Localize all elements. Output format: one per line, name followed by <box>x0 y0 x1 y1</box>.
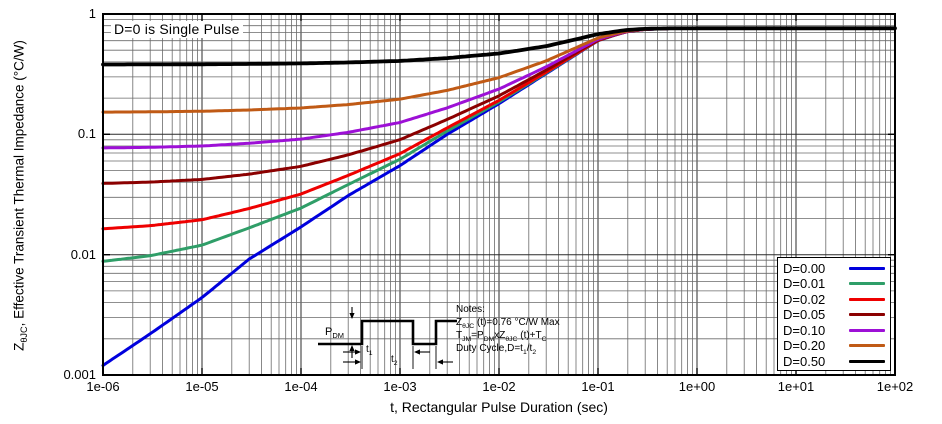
x-tick-label: 1e-02 <box>482 379 516 394</box>
legend-entry-label: D=0.00 <box>783 260 826 276</box>
legend-entry: D=0.20 <box>783 338 885 353</box>
x-tick-label: 1e-01 <box>581 379 615 394</box>
y-axis-title: ZθJC, Effective Transient Thermal Impeda… <box>11 40 30 351</box>
legend-entry-label: D=0.50 <box>783 353 826 369</box>
legend-line-swatch <box>849 313 885 316</box>
legend-entry-label: D=0.01 <box>783 276 826 291</box>
x-tick-label: 1e+02 <box>876 379 914 394</box>
notes-line: ZθJC (t)=0.76 °C/W Max <box>456 317 560 330</box>
x-tick-label: 1e-04 <box>284 379 318 394</box>
legend-box: D=0.00 D=0.01 D=0.02 D=0.05 D=0.10 D=0.20 D=0.… <box>777 257 891 371</box>
y-tick-label: 1 <box>88 6 96 21</box>
legend-line-swatch <box>849 359 885 363</box>
x-tick-label: 1e-03 <box>383 379 417 394</box>
legend-entry: D=0.10 <box>783 322 885 338</box>
legend-entry-label: D=0.20 <box>783 338 826 353</box>
legend-entry: D=0.50 <box>783 353 885 369</box>
legend-entry: D=0.01 <box>783 276 885 291</box>
notes-line: Duty Cycle,D=t1/t2 <box>456 343 537 356</box>
notes-line: TJM=PDMxZθJC (t)+TC <box>456 330 547 343</box>
x-tick-label: 1e+00 <box>678 379 716 394</box>
y-tick-label: 0.01 <box>70 246 96 262</box>
legend-line-swatch <box>849 297 885 301</box>
legend-entry-label: D=0.05 <box>783 307 826 322</box>
x-tick-label: 1e-05 <box>185 379 219 394</box>
legend-line-swatch <box>849 282 885 285</box>
y-tick-label: 0.001 <box>63 367 96 382</box>
legend-line-swatch <box>849 328 885 332</box>
y-tick-label: 0.1 <box>77 126 96 142</box>
notes-block: Notes: ZθJC (t)=0.76 °C/W Max TJM=PDMxZθ… <box>456 303 560 356</box>
legend-line-swatch <box>849 344 885 347</box>
waveform-t2-label: t2 <box>391 354 398 367</box>
waveform-t1-label: t1 <box>366 344 373 357</box>
legend-entry-label: D=0.02 <box>783 291 826 307</box>
single-pulse-annotation: D=0 is Single Pulse <box>111 21 243 38</box>
x-tick-label: 1e+01 <box>777 379 815 394</box>
notes-line: Notes: <box>456 304 485 315</box>
x-tick-label: 1e-06 <box>86 379 120 394</box>
legend-entry: D=0.02 <box>783 291 885 307</box>
legend-entry: D=0.05 <box>783 307 885 322</box>
legend-entry-label: D=0.10 <box>783 322 826 338</box>
waveform-pdm-label: PDM <box>325 326 344 341</box>
legend-line-swatch <box>849 266 885 270</box>
legend-entry: D=0.00 <box>783 260 885 276</box>
x-axis-title: t, Rectangular Pulse Duration (sec) <box>390 399 608 415</box>
